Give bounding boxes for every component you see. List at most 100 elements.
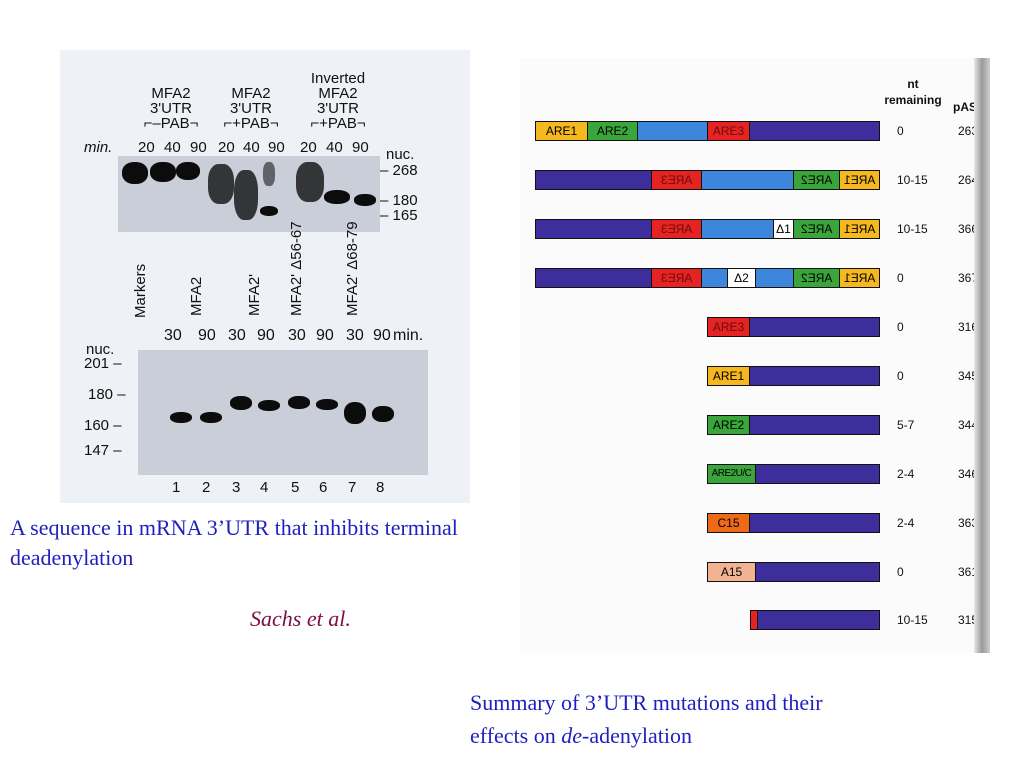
top-time: 40 [326,139,343,156]
segment-are3: ARE3 [708,122,750,140]
segment-delta1: Δ1 [774,220,794,238]
segment-body [750,318,879,336]
bottom-time: 30 [164,327,182,344]
nt-value: 0 [897,124,904,138]
segment-c15: C15 [708,514,750,532]
pas-value: 363 [958,516,979,530]
pas-value: 346 [958,467,979,481]
pas-value: 367 [958,271,979,285]
segment-are2uc: ARE2U/C [708,465,756,483]
bottom-time: 90 [198,327,216,344]
bottom-gel-image [138,350,428,475]
top-time: 90 [190,139,207,156]
lane-number: 7 [348,479,357,496]
top-marker: – 180 [380,192,418,209]
summary-figure: nt remaining pAS ARE1 ARE2 ARE3 0 263 AR… [520,58,990,653]
segment-linker [638,122,708,140]
segment-body [750,122,879,140]
header-pas: pAS [953,100,977,114]
top-group-label-2: MFA2 3'UTR ⌐+PAB¬ [223,85,279,132]
segment-body [536,220,652,238]
construct-row: ARE3 Δ2 ARE2 ARE1 [535,268,880,288]
left-caption: A sequence in mRNA 3’UTR that inhibits t… [10,515,458,570]
nt-value: 0 [897,271,904,285]
bottom-time-suffix: min. [393,327,424,344]
segment-are3-fragment [751,611,758,629]
segment-body [758,611,879,629]
segment-body [750,514,879,532]
segment-linker [702,171,794,189]
segment-body [750,367,879,385]
lane-number: 1 [172,479,181,496]
construct-row: ARE3 Δ1 ARE2 ARE1 [535,219,880,239]
markers-label: Markers [132,263,149,318]
construct-row: ARE3 ARE2 ARE1 [535,170,880,190]
bottom-marker: 147 – [84,442,122,459]
segment-delta2: Δ2 [728,269,756,287]
segment-are2: ARE2 [794,171,840,189]
top-marker-heading: nuc. [386,146,415,163]
nt-value: 10-15 [897,173,928,187]
top-time: 90 [352,139,369,156]
lane-number: 3 [232,479,241,496]
nt-value: 10-15 [897,613,928,627]
nt-value: 0 [897,320,904,334]
segment-body [756,465,879,483]
top-time: 40 [243,139,260,156]
right-caption: Summary of 3’UTR mutations and their eff… [470,686,970,752]
segment-body [756,563,879,581]
segment-are1: ARE1 [840,171,879,189]
segment-are3: ARE3 [652,269,702,287]
pas-value: 264 [958,173,979,187]
bottom-group-label-1: MFA2 [188,276,205,316]
top-group-label-3: Inverted MFA2 3'UTR ⌐+PAB¬ [310,70,366,132]
segment-are2: ARE2 [794,269,840,287]
segment-are2: ARE2 [708,416,750,434]
top-group-label-1: MFA2 3'UTR ⌐–PAB¬ [143,85,199,132]
construct-row [750,610,880,630]
pas-value: 316 [958,320,979,334]
top-time: 40 [164,139,181,156]
header-nt-remaining: nt remaining [884,77,942,107]
segment-are3: ARE3 [652,220,702,238]
construct-row: ARE1 [707,366,880,386]
pas-value: 344 [958,418,979,432]
segment-linker [702,269,728,287]
bottom-group-label-3: MFA2' Δ56-67 [288,221,305,316]
construct-row: ARE1 ARE2 ARE3 [535,121,880,141]
gel-figure: MFA2 3'UTR ⌐–PAB¬ MFA2 3'UTR ⌐+PAB¬ Inve… [60,50,470,503]
nt-value: 2-4 [897,516,915,530]
top-time: 90 [268,139,285,156]
construct-row: C15 [707,513,880,533]
segment-body [536,171,652,189]
pas-value: 366 [958,222,979,236]
bottom-marker: 201 – [84,355,122,372]
segment-body [750,416,879,434]
top-gel-image [118,156,380,232]
nt-value: 0 [897,565,904,579]
bottom-time: 30 [228,327,246,344]
bottom-time: 30 [346,327,364,344]
bottom-time: 90 [257,327,275,344]
right-caption-line2: effects on de-adenylation [470,723,692,748]
nt-value: 5-7 [897,418,915,432]
lane-number: 8 [376,479,385,496]
top-time-prefix: min. [84,139,113,156]
segment-are1: ARE1 [840,269,879,287]
nt-value: 0 [897,369,904,383]
bottom-time: 90 [373,327,391,344]
lane-number: 4 [260,479,269,496]
pas-value: 361 [958,565,979,579]
pas-value: 315 [958,613,979,627]
bottom-time: 90 [316,327,334,344]
right-caption-line1: Summary of 3’UTR mutations and their [470,690,823,715]
segment-are3: ARE3 [708,318,750,336]
bottom-group-label-4: MFA2' Δ68-79 [344,221,361,316]
segment-body [536,269,652,287]
top-time: 20 [218,139,235,156]
segment-are1: ARE1 [840,220,879,238]
segment-linker [702,220,774,238]
lane-number: 6 [319,479,328,496]
bottom-time: 30 [288,327,306,344]
top-time: 20 [300,139,317,156]
